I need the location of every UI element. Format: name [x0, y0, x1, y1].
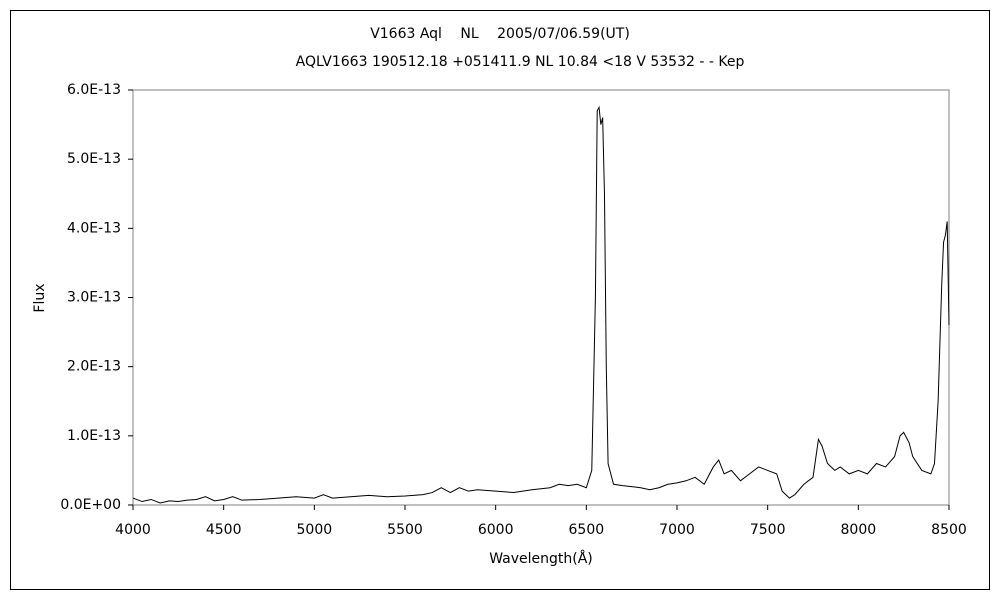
y-tick-label: 4.0E-13: [67, 220, 121, 236]
x-tick-label: 7000: [659, 522, 695, 538]
y-tick-label: 0.0E+00: [60, 497, 121, 513]
y-tick-label: 3.0E-13: [67, 290, 121, 306]
spectrum-line: [132, 105, 950, 504]
x-tick-label: 8500: [931, 522, 967, 538]
y-tick-label: 5.0E-13: [67, 151, 121, 167]
y-tick-label: 6.0E-13: [67, 82, 121, 98]
chart-frame: [10, 10, 990, 590]
x-tick-label: 4500: [206, 522, 242, 538]
chart-subtitle: AQLV1663 190512.18 +051411.9 NL 10.84 <1…: [296, 54, 745, 70]
x-tick-label: 4000: [115, 522, 151, 538]
y-tick-label: 2.0E-13: [67, 359, 121, 375]
x-tick-label: 8000: [841, 522, 877, 538]
chart-title: V1663 Aql NL 2005/07/06.59(UT): [370, 26, 630, 42]
y-axis-label: Flux: [32, 283, 48, 312]
x-tick-label: 5500: [387, 522, 423, 538]
x-tick-label: 6000: [478, 522, 514, 538]
x-tick-label: 7500: [750, 522, 786, 538]
x-tick-label: 5000: [297, 522, 333, 538]
x-tick-label: 6500: [569, 522, 605, 538]
y-tick-label: 1.0E-13: [67, 428, 121, 444]
x-axis-label: Wavelength(Å): [489, 550, 593, 567]
